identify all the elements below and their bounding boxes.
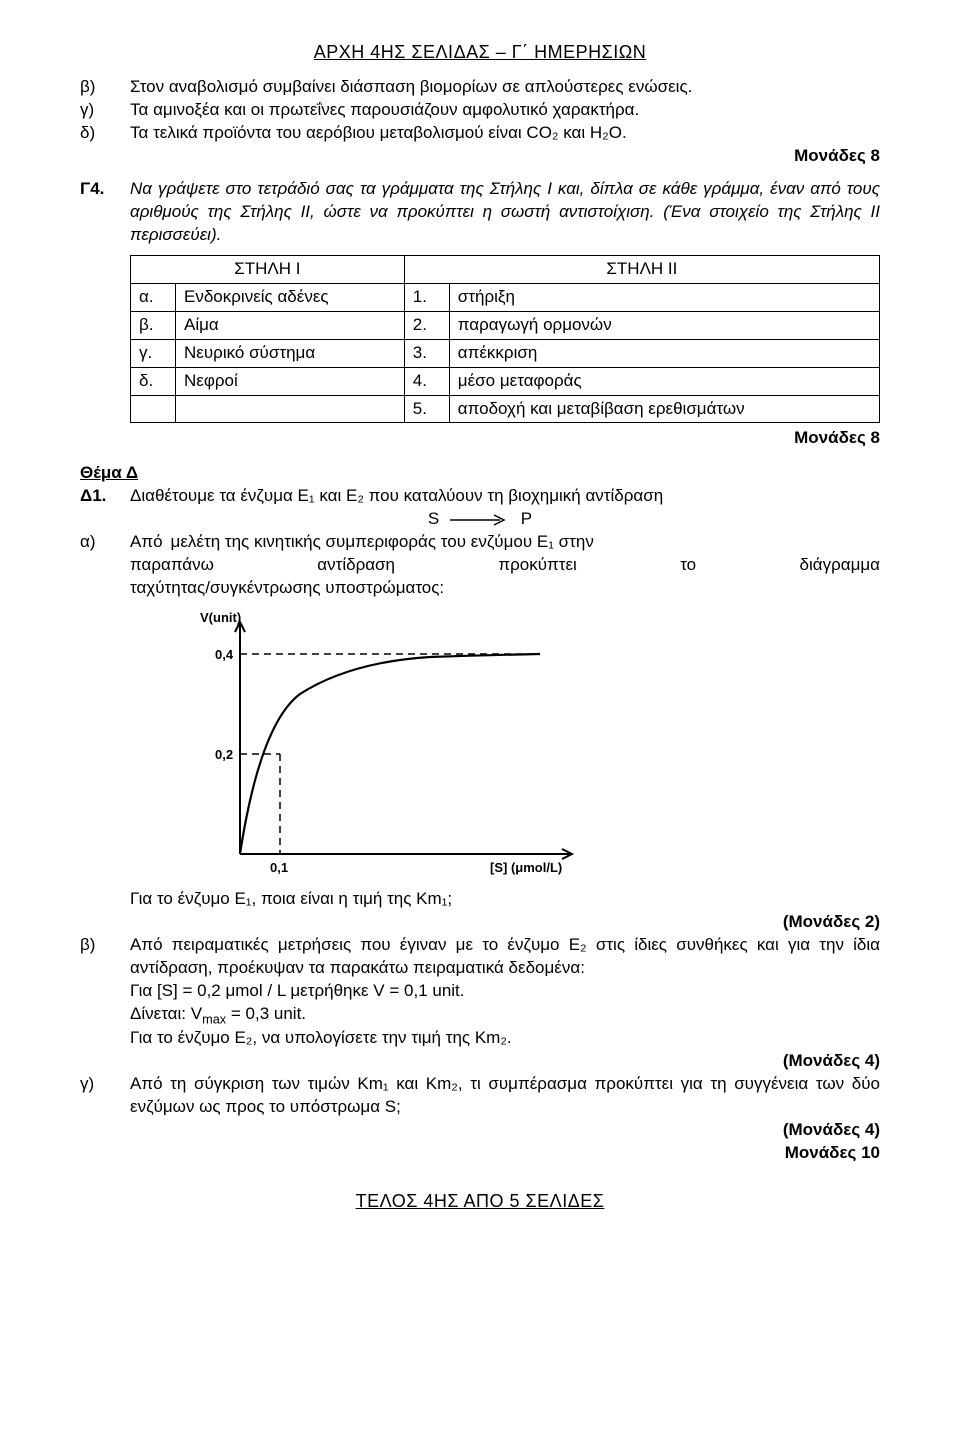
question-text: Διαθέτουμε τα ένζυμα Ε₁ και Ε₂ που καταλ… [130, 485, 880, 508]
item-text: Τα αμινοξέα και οι πρωτεΐνες παρουσιάζου… [130, 99, 880, 122]
points-label: Μονάδες 8 [80, 145, 880, 168]
x-tick: 0,1 [270, 860, 288, 875]
subitem-label: γ) [80, 1073, 130, 1119]
table-header: ΣΤΗΛΗ Ι [131, 255, 405, 283]
subitem-label: β) [80, 934, 130, 980]
table-row: β.Αίμα 2.παραγωγή ορμονών [131, 311, 880, 339]
question-label: Δ1. [80, 485, 130, 508]
item-text: Στον αναβολισμό συμβαίνει διάσπαση βιομο… [130, 76, 880, 99]
section-title: Θέμα Δ [80, 462, 880, 485]
kinetics-chart: V(unit) 0,4 0,2 0,1 [S] (μmol/L) [170, 604, 880, 884]
question-text: Να γράψετε στο τετράδιό σας τα γράμματα … [130, 178, 880, 247]
subitem-text: Από τη σύγκριση των τιμών Km₁ και Km₂, τ… [130, 1073, 880, 1119]
item-label: γ) [80, 99, 130, 122]
item-label: β) [80, 76, 130, 99]
subquestion-text: Για το ένζυμο Ε₂, να υπολογίσετε την τιμ… [130, 1027, 880, 1050]
table-row: γ.Νευρικό σύστημα 3.απέκκριση [131, 339, 880, 367]
x-axis-label: [S] (μmol/L) [490, 860, 562, 875]
subitem-label: α) [80, 531, 130, 600]
y-tick: 0,4 [215, 647, 234, 662]
table-row: 5.αποδοχή και μεταβίβαση ερεθισμάτων [131, 395, 880, 423]
table-row: α.Ενδοκρινείς αδένες 1.στήριξη [131, 283, 880, 311]
item-label: δ) [80, 122, 130, 145]
table-header: ΣΤΗΛΗ ΙΙ [404, 255, 879, 283]
page-footer: ΤΕΛΟΣ 4ΗΣ ΑΠΟ 5 ΣΕΛΙΔΕΣ [80, 1189, 880, 1213]
data-line: Για [S] = 0,2 μmol / L μετρήθηκε V = 0,1… [130, 980, 880, 1003]
table-row: δ.Νεφροί 4.μέσο μεταφοράς [131, 367, 880, 395]
subquestion-text: Για το ένζυμο Ε₁, ποια είναι η τιμή της … [130, 888, 880, 911]
arrow-icon [450, 514, 510, 526]
subitem-text: Από μελέτη της κινητικής συμπεριφοράς το… [130, 531, 880, 600]
points-label: (Μονάδες 2) [80, 911, 880, 934]
y-axis-label: V(unit) [200, 610, 241, 625]
points-total: Μονάδες 10 [80, 1142, 880, 1165]
item-text: Τα τελικά προϊόντα του αερόβιου μεταβολι… [130, 122, 880, 145]
y-tick: 0,2 [215, 747, 233, 762]
points-label: (Μονάδες 4) [80, 1119, 880, 1142]
subitem-text: Από πειραματικές μετρήσεις που έγιναν με… [130, 934, 880, 980]
data-line: Δίνεται: Vmax = 0,3 unit. [130, 1003, 880, 1028]
points-label: (Μονάδες 4) [80, 1050, 880, 1073]
question-label: Γ4. [80, 178, 130, 247]
matching-table: ΣΤΗΛΗ Ι ΣΤΗΛΗ ΙΙ α.Ενδοκρινείς αδένες 1.… [130, 255, 880, 424]
points-label: Μονάδες 8 [80, 427, 880, 450]
reaction: S P [80, 508, 880, 531]
page-header: ΑΡΧΗ 4ΗΣ ΣΕΛΙΔΑΣ – Γ΄ ΗΜΕΡΗΣΙΩΝ [80, 40, 880, 64]
